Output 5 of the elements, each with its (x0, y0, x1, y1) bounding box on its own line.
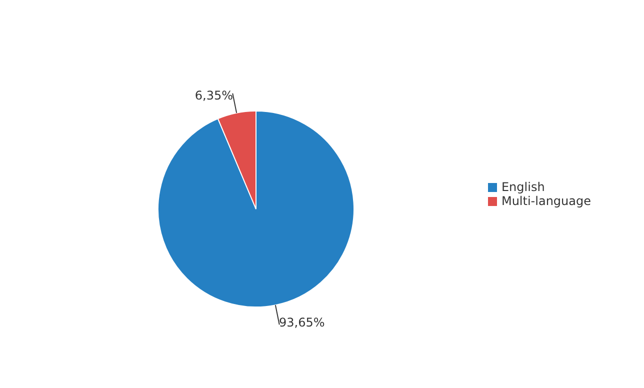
pie-slice (158, 110, 354, 308)
data-label: 6,35% (194, 88, 234, 102)
data-label: 93,65% (278, 316, 325, 330)
legend-label: English (501, 180, 545, 194)
legend-label: Multi-language (501, 194, 591, 208)
